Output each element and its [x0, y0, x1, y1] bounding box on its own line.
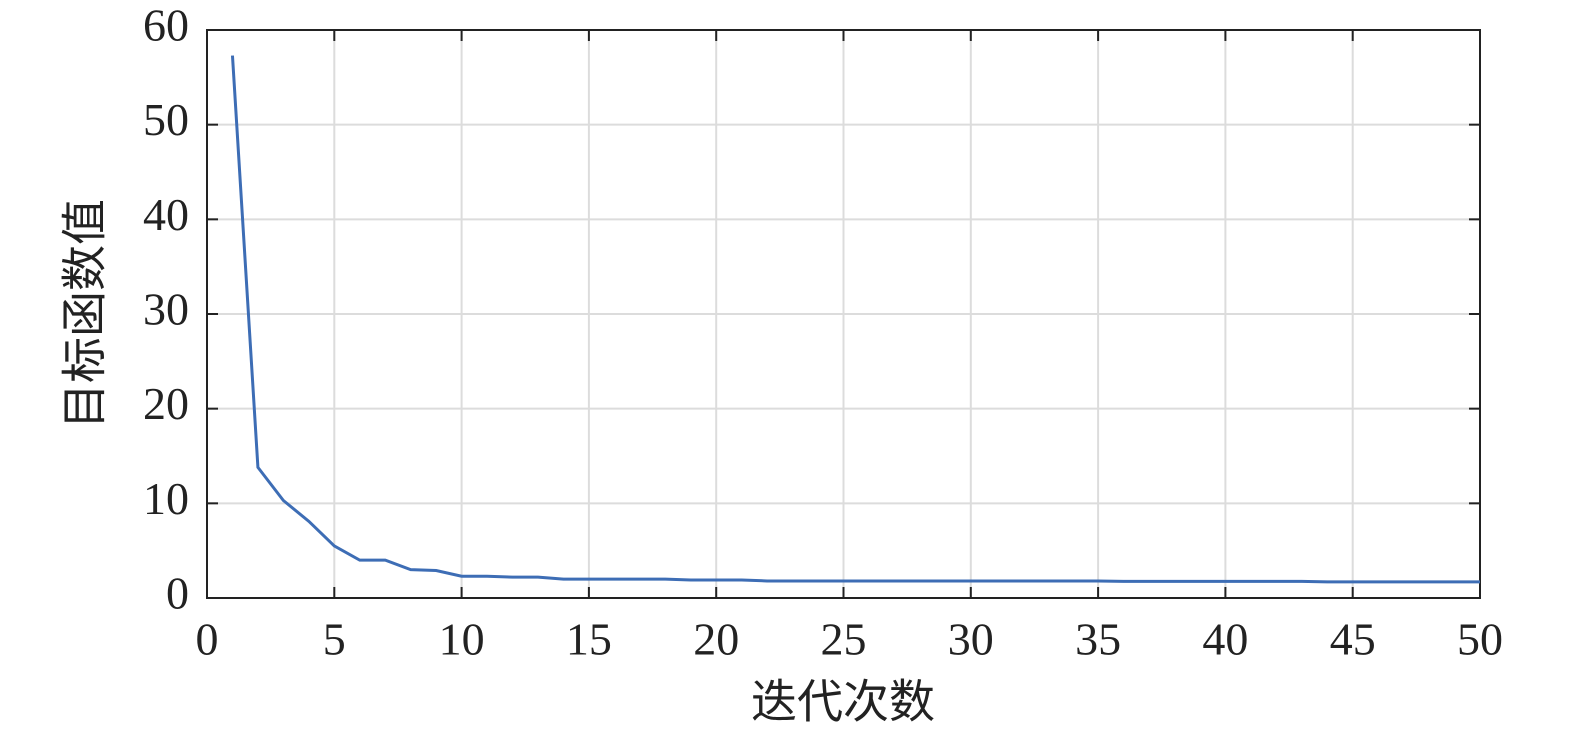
x-tick-label: 35 [1075, 614, 1121, 665]
x-tick-label: 50 [1457, 614, 1503, 665]
y-tick-label: 20 [143, 378, 189, 429]
x-tick-label: 20 [693, 614, 739, 665]
x-tick-label: 25 [821, 614, 867, 665]
x-tick-label: 10 [439, 614, 485, 665]
y-tick-label: 0 [166, 568, 189, 619]
x-axis-label: 迭代次数 [751, 675, 935, 729]
y-axis-label: 目标函数值 [58, 199, 112, 429]
x-tick-label: 15 [566, 614, 612, 665]
y-tick-label: 40 [143, 189, 189, 240]
y-tick-label: 50 [143, 94, 189, 145]
x-tick-label: 5 [323, 614, 346, 665]
plot-frame [206, 29, 1481, 599]
data-line [230, 55, 1480, 584]
y-tick-label: 60 [143, 0, 189, 51]
x-tick-label: 0 [196, 614, 219, 665]
x-tick-label: 40 [1202, 614, 1248, 665]
x-tick-label: 45 [1330, 614, 1376, 665]
y-tick-label: 10 [143, 473, 189, 524]
x-tick-label: 30 [948, 614, 994, 665]
y-tick-label: 30 [143, 284, 189, 335]
